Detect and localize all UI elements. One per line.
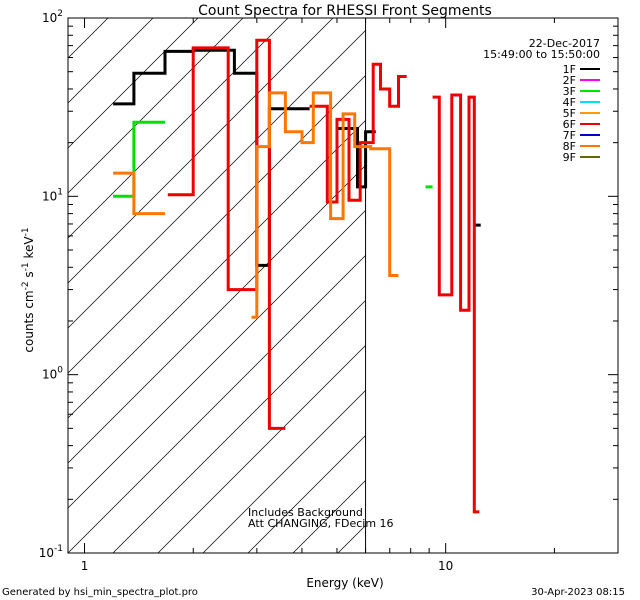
- timestamp-note: 30-Apr-2023 08:15: [531, 587, 625, 598]
- generator-note: Generated by hsi_min_spectra_plot.pro: [2, 587, 198, 598]
- hatch-line: [68, 18, 334, 284]
- hatch-line: [68, 18, 244, 194]
- hatch-line: [68, 18, 424, 374]
- chart-title: Count Spectra for RHESSI Front Segments: [198, 3, 492, 19]
- hatch-line: [68, 18, 379, 329]
- hatch-line: [68, 18, 109, 59]
- legend-label-6f: 6F: [563, 118, 576, 131]
- legend-label-7f: 7F: [563, 129, 576, 142]
- y-tick-label: 102: [42, 9, 63, 25]
- x-tick-label: 10: [438, 559, 453, 573]
- series-8f-line: [113, 91, 399, 319]
- hatch-line: [68, 18, 199, 149]
- legend-label-4f: 4F: [563, 96, 576, 109]
- series-6f-line: [167, 38, 480, 514]
- date-label: 22-Dec-2017: [529, 37, 600, 50]
- legend-label-1f: 1F: [563, 63, 576, 76]
- y-tick-label: 101: [42, 187, 63, 203]
- hatch-mask: [365, 18, 618, 553]
- legend-label-8f: 8F: [563, 140, 576, 153]
- legend-label-3f: 3F: [563, 85, 576, 98]
- background-note: Includes Background: [248, 506, 363, 519]
- plot-frame: [67, 17, 619, 554]
- time-range-label: 15:49:00 to 15:50:00: [483, 48, 600, 61]
- legend-label-5f: 5F: [563, 107, 576, 120]
- y-tick-label: 100: [42, 366, 63, 382]
- x-axis-label: Energy (keV): [306, 576, 383, 590]
- x-tick-label: 1: [81, 559, 89, 573]
- hatched-region: [68, 18, 618, 553]
- hatch-line: [68, 18, 154, 104]
- series-layer: [113, 38, 481, 514]
- legend-label-2f: 2F: [563, 74, 576, 87]
- hatch-line: [68, 18, 289, 239]
- series-3f-line: [113, 120, 433, 198]
- y-axis-label: counts cm-2 s-1 keV-1: [21, 227, 36, 352]
- legend-label-9f: 9F: [563, 151, 576, 164]
- y-tick-label: 10-1: [39, 544, 63, 560]
- attenuator-note: Att CHANGING, FDecim 16: [248, 517, 394, 530]
